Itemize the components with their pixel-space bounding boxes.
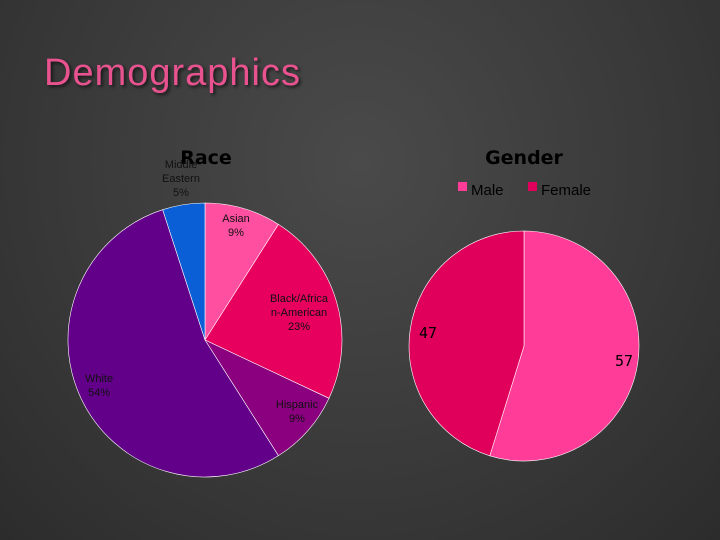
slide-title: Demographics (44, 52, 301, 94)
gender-legend: Male Female (458, 182, 591, 199)
legend-swatch-female (528, 182, 537, 191)
race-pie-chart: Race Asian 9% Black/Africa n-American 23% His… (67, 147, 343, 478)
gender-data-label-female: 47 (419, 324, 437, 342)
race-label-black-african-american: Black/Africa n-American 23% (270, 293, 329, 333)
race-label-hispanic: Hispanic 9% (276, 399, 319, 425)
gender-data-label-male: 57 (615, 352, 633, 370)
race-label-middle-eastern: Middle Eastern 5% (162, 159, 200, 199)
legend-label-male: Male (471, 182, 504, 199)
race-slice-black-african-american (204, 223, 343, 399)
race-slice-middle-eastern (162, 202, 206, 341)
race-chart-title: Race (180, 147, 232, 169)
gender-chart-title: Gender (485, 147, 563, 169)
gender-slice-female (408, 230, 525, 457)
race-slice-white (67, 209, 279, 478)
gender-pie-chart: Gender Male Female 57 47 (408, 147, 640, 462)
race-label-asian: Asian 9% (222, 213, 250, 239)
legend-swatch-male (458, 182, 467, 191)
race-label-white: White 54% (85, 373, 113, 399)
gender-slice-male (489, 230, 640, 462)
legend-label-female: Female (541, 182, 591, 199)
